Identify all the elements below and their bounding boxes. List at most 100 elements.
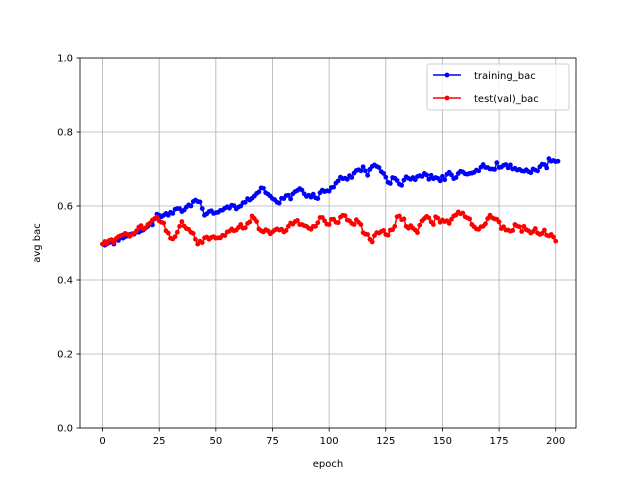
data-point — [288, 196, 294, 202]
data-point — [261, 185, 266, 191]
legend-entry-training: training_bac — [433, 71, 536, 82]
data-point — [351, 222, 357, 227]
data-point — [494, 160, 500, 166]
data-point — [331, 184, 337, 190]
y-tick-label: 0.8 — [57, 128, 73, 139]
data-point — [381, 171, 386, 176]
data-point — [430, 222, 436, 227]
data-point — [188, 203, 194, 209]
data-point — [399, 182, 405, 188]
x-tick-label: 200 — [546, 436, 565, 447]
data-point — [365, 172, 371, 178]
plot-series — [100, 156, 561, 248]
data-point — [510, 228, 516, 233]
data-point — [299, 187, 305, 193]
data-point — [555, 158, 561, 164]
data-point — [535, 168, 540, 174]
data-point — [544, 165, 550, 171]
data-point — [313, 223, 318, 229]
legend-entry-test: test(val)_bac — [433, 94, 539, 105]
plot-frame — [79, 57, 577, 429]
data-point — [335, 178, 341, 184]
data-point — [496, 219, 502, 225]
data-point — [381, 228, 386, 233]
x-axis-label: epoch — [313, 459, 343, 470]
data-point — [342, 213, 348, 219]
data-point — [154, 214, 160, 220]
y-tick-label: 0.2 — [57, 350, 73, 361]
data-point — [295, 218, 300, 223]
data-point — [310, 191, 316, 197]
data-point — [172, 234, 178, 240]
y-tick-label: 1.0 — [57, 54, 73, 65]
data-point — [376, 165, 382, 170]
data-point — [315, 220, 321, 226]
data-point — [326, 188, 332, 194]
data-point — [449, 172, 454, 178]
data-point — [285, 192, 291, 198]
data-point — [446, 220, 452, 226]
data-point — [435, 215, 441, 221]
data-point — [170, 211, 176, 216]
data-point — [424, 172, 429, 178]
data-point — [335, 220, 341, 226]
data-point — [349, 175, 355, 180]
data-point — [385, 232, 391, 238]
data-point — [161, 220, 167, 226]
data-point — [179, 219, 185, 224]
legend-label-training: training_bac — [474, 71, 536, 82]
x-tick-label: 25 — [153, 436, 166, 447]
legend-box — [426, 63, 570, 111]
x-tick-label: 0 — [99, 436, 105, 447]
data-point — [528, 170, 534, 176]
x-tick-label: 75 — [266, 436, 279, 447]
data-point — [111, 240, 117, 246]
data-point — [193, 236, 198, 242]
x-tick-label: 175 — [490, 436, 509, 447]
legend: training_bac test(val)_bac — [426, 63, 570, 111]
data-point — [415, 230, 420, 236]
x-tick-label: 150 — [433, 436, 452, 447]
y-tick-label: 0.6 — [57, 202, 73, 213]
data-point — [383, 174, 389, 180]
data-point — [238, 222, 244, 227]
data-point — [242, 225, 248, 231]
data-point — [453, 175, 459, 180]
data-point — [315, 196, 321, 202]
y-tick-label: 0.4 — [57, 276, 73, 287]
data-point — [426, 176, 432, 182]
data-point — [396, 213, 402, 219]
data-point — [177, 223, 182, 229]
series-1 — [100, 209, 559, 247]
data-point — [360, 164, 366, 170]
legend-marker-test — [444, 95, 450, 101]
data-point — [344, 176, 350, 182]
data-point — [392, 223, 398, 229]
data-point — [551, 234, 556, 240]
x-tick-label: 100 — [320, 436, 339, 447]
data-point — [362, 168, 368, 174]
data-point — [326, 222, 332, 227]
data-point — [401, 216, 407, 222]
data-point — [174, 229, 180, 235]
data-point — [417, 222, 423, 228]
data-point — [442, 177, 448, 183]
data-point — [517, 224, 522, 230]
data-point — [426, 215, 432, 221]
data-point — [283, 228, 289, 233]
data-point — [190, 230, 196, 236]
data-point — [394, 178, 400, 183]
axis-ticks: 0 25 50 75 100 125 150 175 200 0.0 0.2 0.4 0.6 0.8 1.0 — [57, 54, 565, 448]
data-point — [199, 240, 205, 246]
data-point — [242, 199, 248, 205]
x-tick-label: 50 — [209, 436, 222, 447]
legend-marker-training — [444, 72, 450, 78]
data-point — [222, 233, 228, 239]
data-point — [358, 168, 364, 174]
data-point — [492, 166, 497, 172]
data-point — [254, 219, 260, 224]
y-tick-label: 0.0 — [57, 424, 73, 435]
data-point — [365, 232, 371, 237]
data-point — [256, 189, 262, 195]
